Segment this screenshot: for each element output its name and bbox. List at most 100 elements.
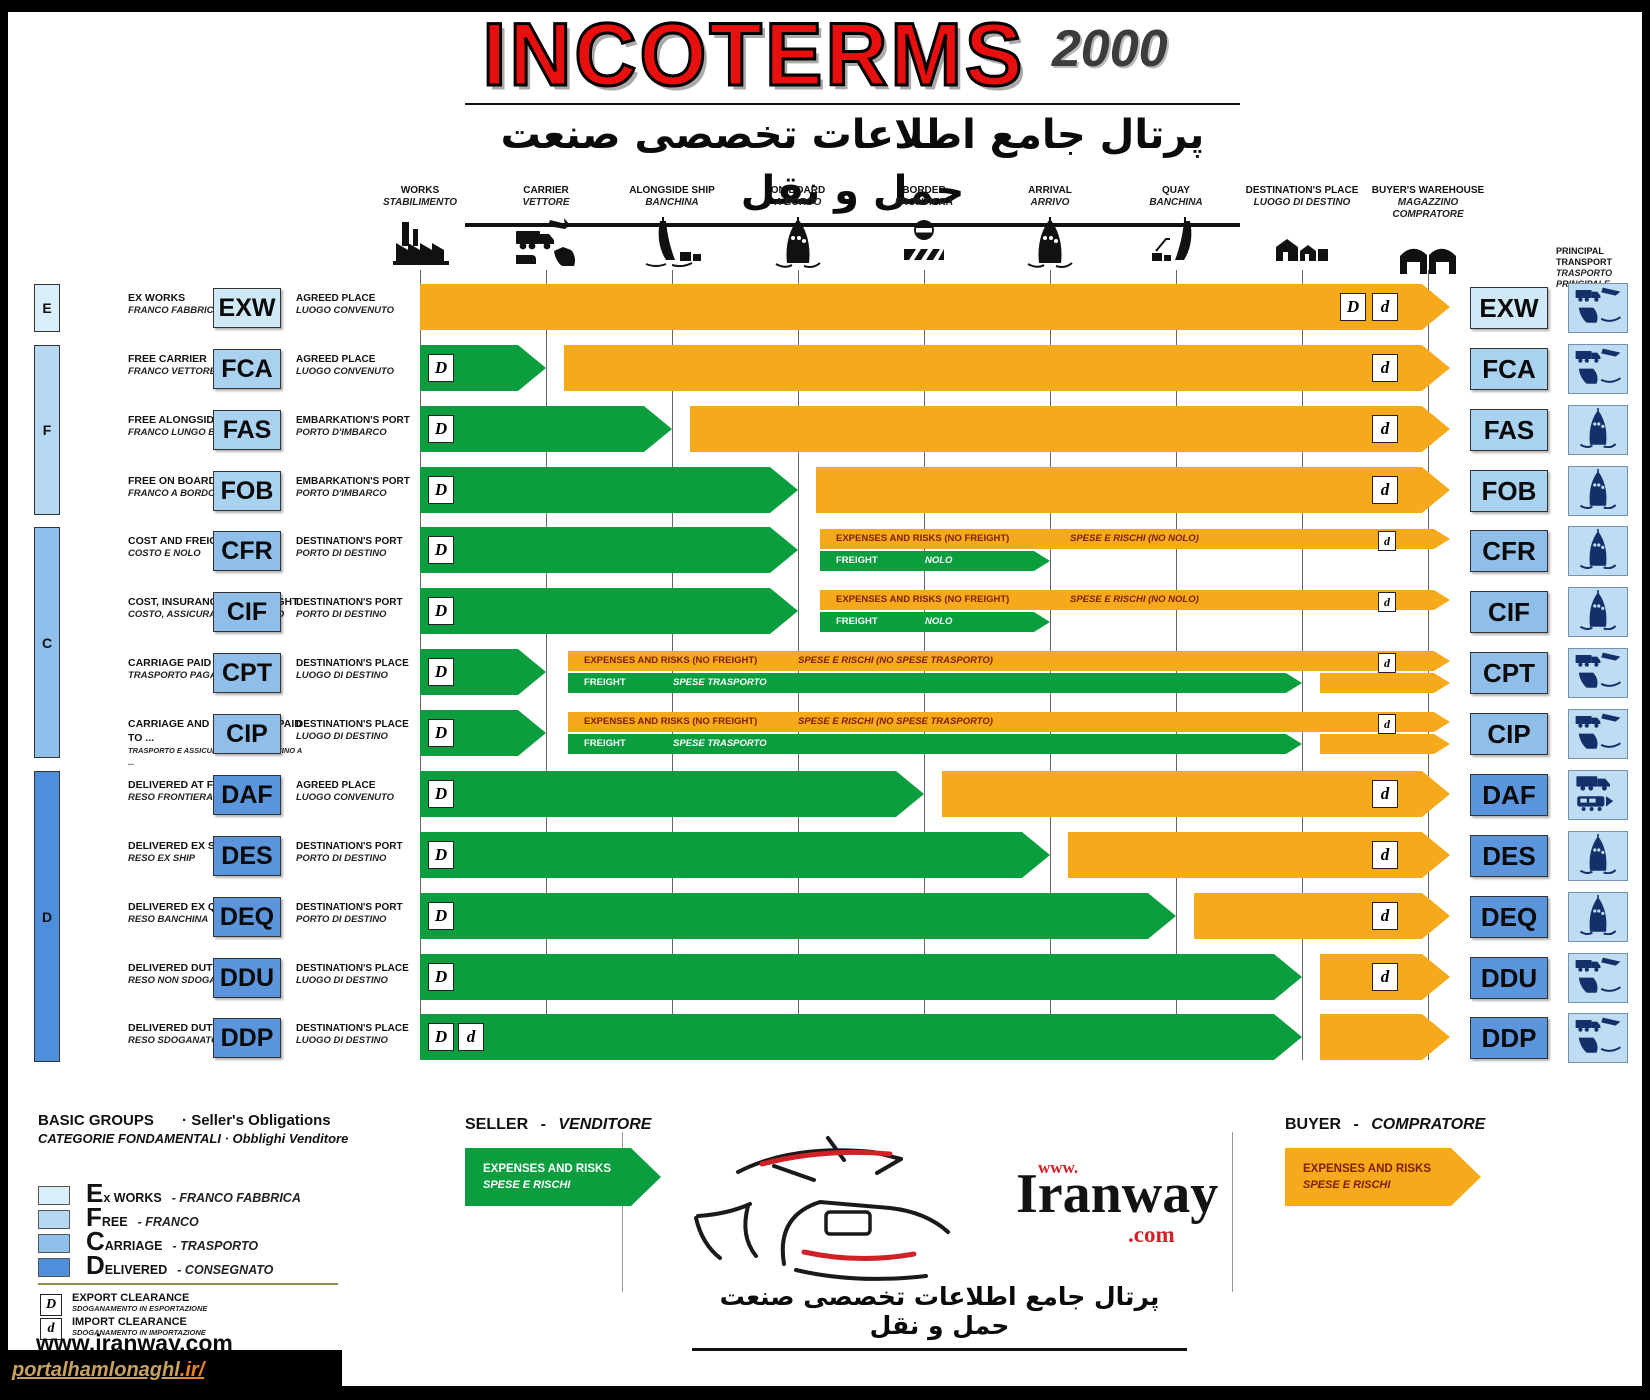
iranway-logo-art: [694, 1136, 950, 1281]
import-clearance-marker: d: [1372, 841, 1398, 869]
ship-transport-icon: [1574, 469, 1622, 514]
place-en: DESTINATION'S PORT: [296, 536, 403, 547]
export-clearance-marker: D: [428, 597, 454, 625]
place-en: EMBARKATION'S PORT: [296, 415, 410, 426]
multi-transport-icon: [1574, 651, 1622, 696]
transport-tile-CPT: [1568, 648, 1628, 698]
seller-bar-DDU: D: [420, 954, 1302, 1000]
carrier-icon: [481, 209, 611, 274]
legend-rest: x WORKS: [103, 1191, 162, 1205]
term-badge-DES: DES: [213, 836, 281, 876]
column-en: CARRIER: [523, 185, 569, 196]
buyer-bar-FOB: [816, 467, 1450, 513]
bar-label: EXPENSES AND RISKS (NO FREIGHT): [836, 533, 1010, 544]
import-clearance-marker: d: [1372, 476, 1398, 504]
import-clearance-en: IMPORT CLEARANCE: [72, 1316, 187, 1328]
column-it: ARRIVO: [1030, 197, 1070, 208]
transport-tile-CFR: [1568, 526, 1628, 576]
page-title: INCOTERMS: [481, 5, 1026, 105]
buyer-bar-FAS: [690, 406, 1450, 452]
group-bar-D: D: [34, 771, 60, 1062]
legend-rest: ELIVERED: [104, 1263, 168, 1277]
buyer-expenses-en: EXPENSES AND RISKS: [1303, 1163, 1432, 1175]
seller-bar-DEQ: D: [420, 893, 1176, 939]
term-badge-FCA: FCA: [213, 349, 281, 389]
term-place-FCA: AGREED PLACE LUOGO CONVENUTO: [296, 353, 416, 378]
column-en: QUAY: [1162, 185, 1190, 196]
portal-suffix: .ir/: [179, 1358, 205, 1381]
multi-transport-icon: [1574, 286, 1622, 331]
legend-basic-groups-it: CATEGORIE FONDAMENTALI · Obblighi Vendit…: [38, 1131, 349, 1146]
term-name-en: FREE ON BOARD: [128, 475, 217, 487]
column-header-works: WORKS STABILIMENTO: [355, 185, 485, 274]
multi-transport-icon: [1574, 712, 1622, 757]
place-it: LUOGO CONVENUTO: [296, 792, 394, 803]
divider-right: [1232, 1132, 1233, 1292]
legend-rest: REE: [101, 1215, 128, 1229]
place-it: PORTO DI DESTINO: [296, 853, 387, 864]
bar-label: EXPENSES AND RISKS (NO FREIGHT): [584, 716, 758, 727]
seller-bar-FCA: D: [420, 345, 546, 391]
term-name-en: COST AND FREIGHT: [128, 535, 232, 547]
term-badge-right-DDU: DDU: [1470, 957, 1548, 999]
import-clearance-marker: d: [1372, 963, 1398, 991]
buyer-it: COMPRATORE: [1371, 1116, 1486, 1133]
export-clearance-marker: D: [428, 780, 454, 808]
term-name-EXW: EX WORKS FRANCO FABBRICA: [128, 291, 308, 317]
title-year: 2000: [1051, 20, 1168, 78]
bar-label: FREIGHT: [584, 738, 626, 749]
frame-right: [1642, 0, 1650, 1400]
place-it: LUOGO CONVENUTO: [296, 305, 394, 316]
onboard-icon: [985, 209, 1115, 274]
legend-title: BASIC GROUPS · Seller's Obligations CATE…: [38, 1112, 348, 1146]
place-it: PORTO D'IMBARCO: [296, 427, 387, 438]
term-name-it: COSTO E NOLO: [128, 548, 201, 559]
logo-com: .com: [1128, 1222, 1175, 1247]
place-icon: [1237, 209, 1367, 274]
seller-it: VENDITORE: [558, 1116, 652, 1133]
column-header-buyer-s-warehouse: BUYER'S WAREHOUSE MAGAZZINO COMPRATORE: [1363, 185, 1493, 286]
export-clearance-en: EXPORT CLEARANCE: [72, 1292, 190, 1304]
column-header-alongside-ship: ALONGSIDE SHIP BANCHINA: [607, 185, 737, 274]
gridline: [546, 270, 547, 1060]
term-place-DES: DESTINATION'S PORT PORTO DI DESTINO: [296, 840, 416, 865]
border-icon: [859, 209, 989, 274]
export-clearance-marker: D: [428, 963, 454, 991]
seller-bar-FOB: D: [420, 467, 798, 513]
ship-transport-icon: [1574, 590, 1622, 635]
seller-freight-bar-CIP: FREIGHT SPESE TRASPORTO: [568, 734, 1302, 754]
term-place-DEQ: DESTINATION'S PORT PORTO DI DESTINO: [296, 901, 416, 926]
place-it: LUOGO DI DESTINO: [296, 975, 388, 986]
place-en: EMBARKATION'S PORT: [296, 476, 410, 487]
legend-underline: [38, 1283, 338, 1285]
seller-expenses-en: EXPENSES AND RISKS: [483, 1163, 612, 1175]
bar-label: SPESE TRASPORTO: [673, 738, 767, 749]
export-clearance-marker: D: [428, 354, 454, 382]
group-bar-C: C: [34, 527, 60, 758]
term-badge-FAS: FAS: [213, 410, 281, 450]
buyer-expenses-bar-CPT: EXPENSES AND RISKS (NO FREIGHT) SPESE E R…: [568, 651, 1450, 671]
term-name-it: TRASPORTO PAGATO FINO A ...: [128, 670, 274, 681]
buyer-bar-FCA: [564, 345, 1450, 391]
column-en: ALONGSIDE SHIP: [629, 185, 715, 196]
column-header-arrival: ARRIVAL ARRIVO: [985, 185, 1115, 274]
term-badge-right-FOB: FOB: [1470, 470, 1548, 512]
place-it: LUOGO DI DESTINO: [296, 670, 388, 681]
logo-www: www.: [1038, 1158, 1079, 1177]
place-it: PORTO DI DESTINO: [296, 609, 387, 620]
term-name-it: COSTO, ASSICURAZIONE E NOLO: [128, 609, 285, 620]
export-clearance-marker: D: [428, 476, 454, 504]
bar-label: NOLO: [925, 616, 953, 627]
term-name-DES: DELIVERED EX SHIP RESO EX SHIP: [128, 839, 308, 865]
place-en: AGREED PLACE: [296, 293, 376, 304]
export-clearance-marker: D: [428, 719, 454, 747]
term-badge-right-EXW: EXW: [1470, 287, 1548, 329]
transport-tile-DDU: [1568, 953, 1628, 1003]
land-transport-icon: [1574, 773, 1622, 818]
legend-basic-groups: BASIC GROUPS: [38, 1112, 154, 1129]
term-name-en: EX WORKS: [128, 292, 186, 304]
seller-bar-DAF: D: [420, 771, 924, 817]
persian-footer: پرتال جامع اطلاعات تخصصی صنعت حمل و نقل: [692, 1282, 1187, 1351]
